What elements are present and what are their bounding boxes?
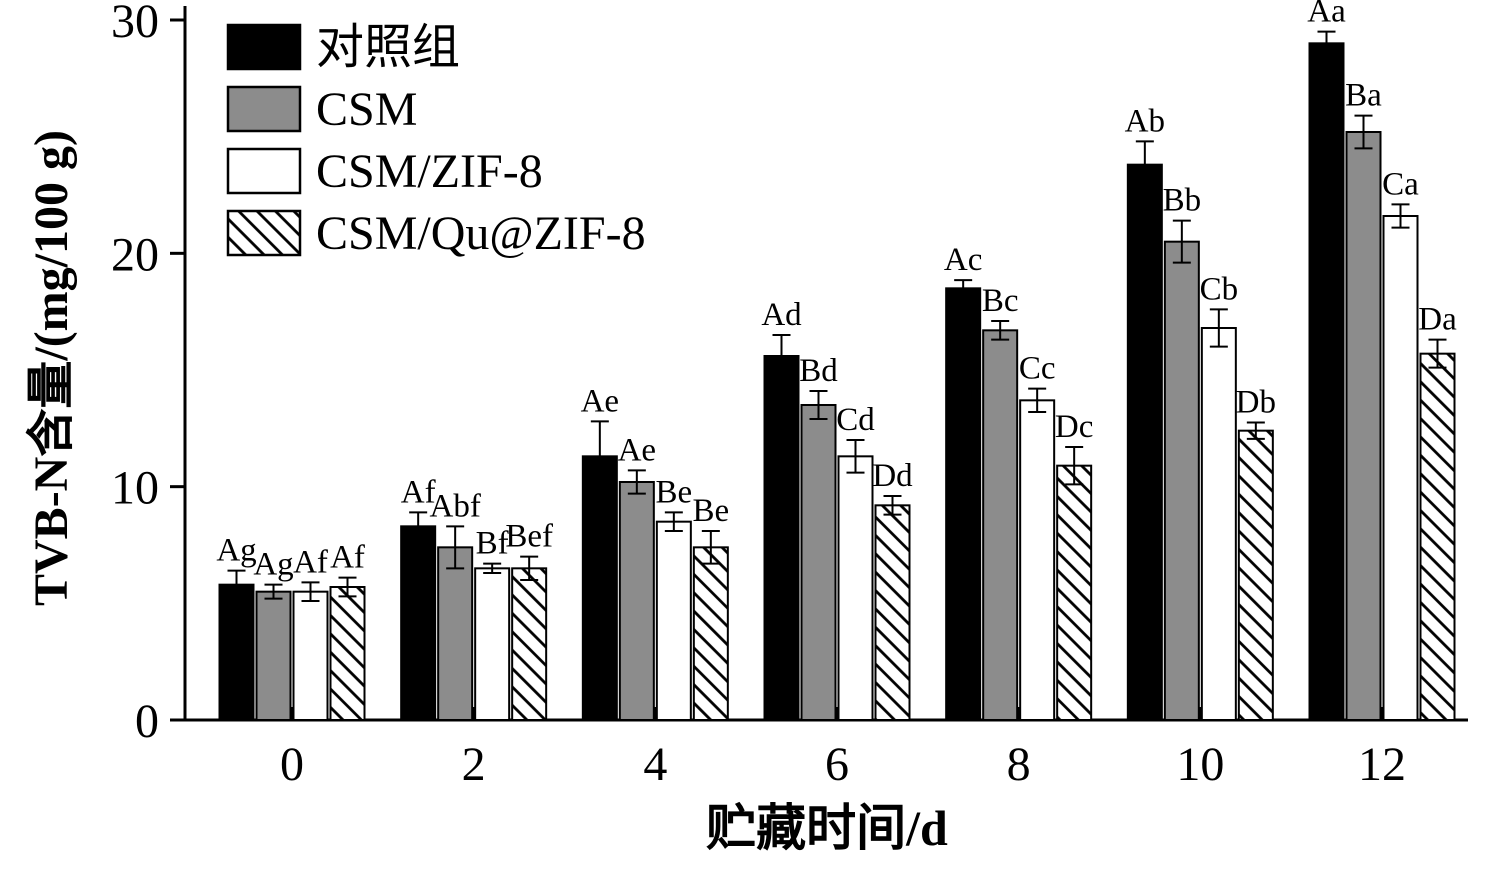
significance-label: Abf [430, 488, 481, 524]
x-tick-label: 6 [825, 738, 849, 791]
legend-swatch [226, 147, 302, 195]
significance-label: Af [401, 474, 436, 510]
significance-label: Cb [1200, 271, 1239, 307]
bar [982, 329, 1019, 721]
bar [655, 520, 692, 722]
y-axis-title: TVB-N含量/(mg/100 g) [25, 130, 78, 606]
x-axis-title: 贮藏时间/d [706, 800, 948, 856]
bar [255, 590, 292, 722]
significance-label: Bf [476, 526, 509, 562]
bar [1382, 215, 1419, 721]
significance-label: Cd [836, 402, 875, 438]
significance-label: Aa [1307, 0, 1346, 30]
bar [511, 567, 548, 721]
bar [1019, 399, 1056, 721]
legend-label: CSM [316, 83, 417, 136]
significance-label: Af [293, 544, 328, 580]
significance-label: Bc [982, 283, 1019, 319]
bar [1126, 163, 1163, 721]
significance-label: Ae [618, 432, 656, 468]
y-tick-label: 20 [111, 228, 159, 281]
significance-label: Be [692, 493, 729, 529]
significance-label: Bd [799, 353, 838, 389]
bar [1237, 429, 1274, 721]
bar [692, 546, 729, 721]
legend-label: CSM/Qu@ZIF-8 [316, 207, 646, 260]
significance-label: Bef [505, 519, 553, 555]
bar [218, 583, 255, 722]
y-tick-label: 30 [111, 0, 159, 48]
significance-label: Ca [1382, 166, 1419, 202]
bar [581, 455, 618, 721]
significance-label: Ac [944, 242, 982, 278]
legend-swatch [226, 85, 302, 133]
significance-label: Db [1236, 385, 1276, 421]
significance-label: Da [1418, 302, 1457, 338]
bar [945, 287, 982, 721]
significance-label: Ba [1345, 78, 1382, 114]
x-tick-label: 8 [1007, 738, 1031, 791]
x-tick-label: 0 [280, 738, 304, 791]
significance-label: Bb [1163, 183, 1202, 219]
legend-label: 对照组 [316, 21, 460, 74]
bar [1308, 42, 1345, 722]
significance-label: Dc [1055, 409, 1093, 445]
bar [437, 546, 474, 721]
legend-swatch [226, 23, 302, 71]
bar [474, 567, 511, 721]
significance-label: Ag [216, 533, 256, 569]
bar [1200, 327, 1237, 721]
significance-label: Cc [1019, 351, 1056, 387]
bar [837, 455, 874, 721]
legend-label: CSM/ZIF-8 [316, 145, 543, 198]
significance-label: Ad [761, 297, 802, 333]
significance-label: Be [655, 474, 692, 510]
bar [1163, 240, 1200, 722]
bar [1345, 131, 1382, 721]
significance-label: Ag [253, 547, 293, 583]
bar [618, 481, 655, 721]
bar [763, 355, 800, 721]
significance-label: Af [330, 540, 365, 576]
x-tick-label: 2 [462, 738, 486, 791]
bar [1419, 352, 1456, 721]
legend-swatch [226, 209, 302, 257]
y-tick-label: 10 [111, 462, 159, 515]
bar [800, 404, 837, 721]
significance-label: Ae [581, 383, 619, 419]
bar [1056, 464, 1093, 721]
bar [329, 586, 366, 721]
bar [400, 525, 437, 721]
y-tick-label: 0 [135, 695, 159, 748]
x-tick-label: 12 [1358, 738, 1406, 791]
x-tick-label: 10 [1176, 738, 1224, 791]
x-tick-label: 4 [643, 738, 667, 791]
significance-label: Dd [872, 458, 913, 494]
significance-label: Ab [1125, 103, 1165, 139]
bar [292, 590, 329, 722]
bar [874, 504, 911, 722]
